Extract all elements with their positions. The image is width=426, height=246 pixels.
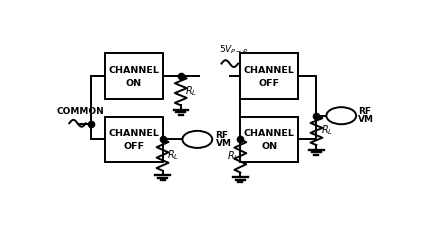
Circle shape — [182, 131, 212, 148]
Bar — [104, 117, 162, 162]
Text: CHANNEL: CHANNEL — [108, 66, 159, 75]
Text: $R_L$: $R_L$ — [320, 123, 332, 137]
Text: $5V_{P-P}$: $5V_{P-P}$ — [219, 43, 248, 56]
Text: RF: RF — [215, 131, 228, 140]
Text: $R_L$: $R_L$ — [227, 149, 239, 163]
Text: OFF: OFF — [123, 142, 144, 152]
Text: CHANNEL: CHANNEL — [243, 66, 294, 75]
Bar — [240, 53, 298, 99]
Text: $R_L$: $R_L$ — [184, 84, 197, 98]
Text: CHANNEL: CHANNEL — [108, 129, 159, 138]
Text: $R_L$: $R_L$ — [167, 149, 178, 162]
Text: VM: VM — [215, 139, 231, 148]
Bar — [240, 117, 298, 162]
Text: VM: VM — [357, 115, 373, 124]
Circle shape — [325, 107, 355, 124]
Text: COMMON: COMMON — [57, 108, 104, 116]
Bar — [104, 53, 162, 99]
Text: OFF: OFF — [258, 79, 279, 88]
Text: ON: ON — [125, 79, 141, 88]
Text: RF: RF — [357, 107, 370, 116]
Text: CHANNEL: CHANNEL — [243, 129, 294, 138]
Text: ON: ON — [261, 142, 277, 152]
